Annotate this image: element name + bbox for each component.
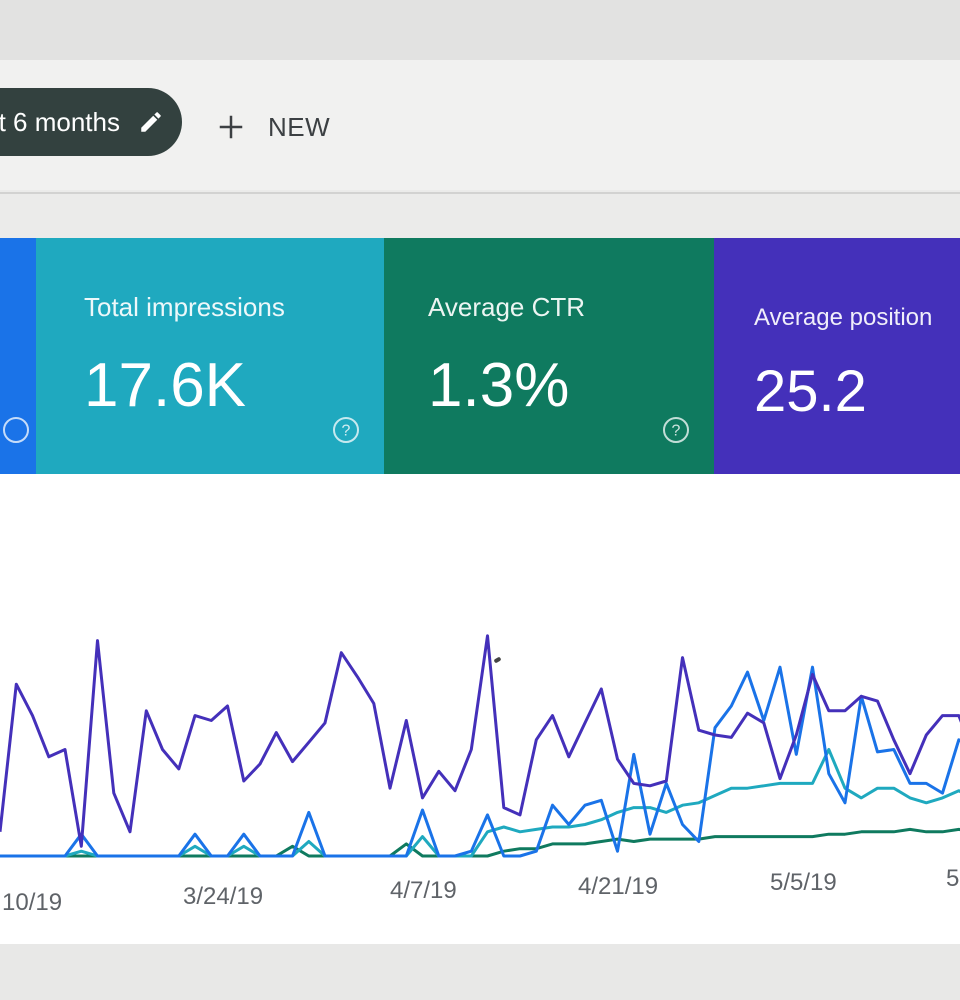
plus-icon [219,115,243,139]
help-circle-icon[interactable]: ? [662,416,690,444]
svg-text:?: ? [342,423,351,440]
svg-text:?: ? [672,423,681,440]
new-filter-label: NEW [268,111,331,142]
new-filter-button[interactable]: NEW [216,100,330,154]
series-line [0,748,960,858]
performance-chart: 10/19 3/24/19 4/7/19 4/21/19 5/5/19 5 [0,474,960,944]
x-axis-ticks: 10/19 3/24/19 4/7/19 4/21/19 5/5/19 5 [2,865,959,916]
metric-card-title: Average position [754,304,933,331]
help-circle-icon[interactable] [2,416,30,444]
toolbar-divider [0,192,960,194]
metric-cards: Total impressions 17.6K ? Average CTR 1.… [0,238,960,474]
help-circle-icon[interactable]: ? [332,416,360,444]
x-axis-tick-label: 5/5/19 [770,869,837,896]
date-range-filter-chip[interactable]: t 6 months [0,88,182,156]
date-range-filter-label: t 6 months [0,106,120,137]
metric-card-title: Total impressions [84,292,285,322]
x-axis-tick-label: 3/24/19 [183,883,263,910]
series-line [0,665,960,858]
pencil-icon[interactable] [138,109,164,135]
series-layer [0,634,960,858]
x-axis-tick-label: 4/21/19 [578,873,658,900]
metric-card-clicks[interactable] [0,238,36,474]
metric-card-impressions[interactable]: Total impressions 17.6K ? [36,238,384,474]
browser-top-band [0,0,960,60]
metric-card-value: 25.2 [754,359,867,424]
x-axis-tick-label: 4/7/19 [390,877,457,904]
series-line [0,634,960,848]
metric-card-value: 1.3% [428,351,570,420]
metric-card-title: Average CTR [428,292,586,322]
line-chart: 10/19 3/24/19 4/7/19 4/21/19 5/5/19 5 [0,634,960,916]
metric-card-ctr[interactable]: Average CTR 1.3% ? [384,238,714,474]
x-axis-tick-label: 5 [946,865,959,892]
page-bottom-band [0,944,960,1000]
metric-card-position[interactable]: Average position 25.2 [714,238,960,474]
x-axis-tick-label: 10/19 [2,889,62,916]
metric-card-value: 17.6K [84,351,247,420]
